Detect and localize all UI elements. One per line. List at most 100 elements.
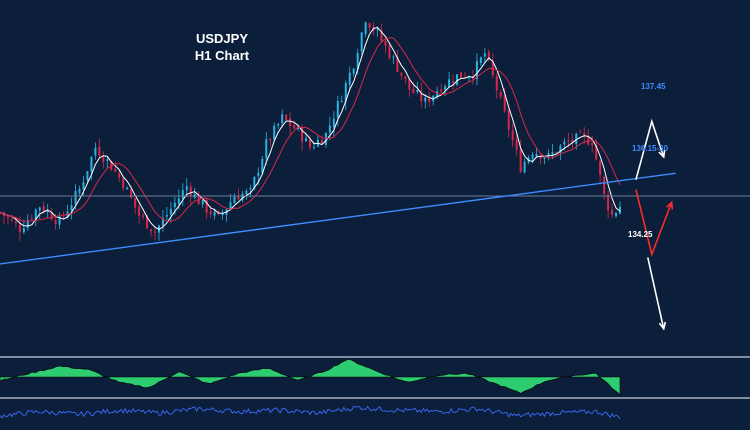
candle-body: [289, 118, 292, 127]
candle-body: [169, 208, 172, 215]
candle-body: [607, 194, 610, 211]
candle-body: [591, 143, 594, 146]
candle-body: [118, 173, 121, 178]
candle-body: [460, 72, 463, 78]
candle-body: [122, 178, 125, 189]
candle-body: [261, 158, 264, 174]
candle-body: [475, 61, 478, 80]
trendline: [0, 172, 676, 265]
candle-body: [344, 83, 347, 102]
oscillator-panel: [0, 358, 621, 396]
candle-body: [173, 202, 176, 208]
candle-body: [436, 91, 439, 98]
scenario-bounce-arrow: [635, 189, 673, 257]
candle-body: [14, 221, 17, 224]
candle-body: [392, 56, 395, 58]
scenario-down-arrow: [647, 257, 665, 329]
candle-body: [535, 154, 538, 157]
candle-body: [400, 72, 403, 76]
candle-body: [58, 216, 61, 225]
candle-body: [507, 110, 510, 130]
candle-body: [86, 171, 89, 181]
candle-body: [479, 57, 482, 63]
candle-body: [114, 168, 117, 172]
candle-body: [416, 90, 419, 92]
candle-body: [82, 182, 85, 190]
candle-body: [277, 123, 280, 126]
candle-body: [380, 30, 383, 41]
candle-body: [440, 89, 443, 92]
candle-body: [42, 205, 45, 212]
candle-body: [356, 53, 359, 70]
candle-body: [340, 101, 343, 103]
candle-body: [452, 81, 455, 83]
candle-body: [388, 45, 391, 58]
candle-body: [209, 211, 212, 215]
candle-body: [213, 211, 216, 216]
candle-body: [603, 176, 606, 194]
candle-body: [245, 190, 248, 194]
candle-body: [408, 78, 411, 90]
candle-body: [336, 101, 339, 118]
candle-body: [312, 147, 315, 149]
scenario-up-arrow: [635, 118, 665, 180]
candle-body: [34, 209, 37, 220]
candle-body: [305, 138, 308, 142]
candle-body: [511, 130, 514, 141]
candle-body: [396, 56, 399, 72]
candle-body: [257, 172, 260, 177]
candle-body: [368, 23, 371, 28]
candle-body: [320, 139, 323, 144]
candle-body: [503, 94, 506, 112]
chart-subtitle: H1 Chart: [195, 48, 250, 63]
candle-body: [50, 212, 53, 220]
candle-body: [189, 186, 192, 197]
candle-body: [265, 139, 268, 159]
candle-body: [348, 72, 351, 85]
candle-body: [595, 145, 598, 160]
candle-body: [26, 220, 29, 229]
candle-body: [571, 140, 574, 143]
chart-title: USDJPY: [196, 31, 248, 46]
candle-body: [78, 188, 81, 193]
candle-body: [559, 145, 562, 153]
candle-body: [543, 157, 546, 159]
moving-averages-layer: [0, 27, 621, 230]
candle-body: [94, 147, 97, 156]
candle-body: [253, 177, 256, 189]
candle-body: [615, 212, 618, 217]
candle-body: [18, 224, 21, 233]
candle-body: [221, 213, 224, 215]
candle-body: [428, 96, 431, 102]
ma-slow-line: [0, 37, 621, 222]
candle-body: [328, 125, 331, 133]
candle-body: [102, 157, 105, 163]
candle-body: [201, 200, 204, 205]
candle-body: [185, 186, 188, 191]
candle-body: [177, 198, 180, 205]
candle-body: [523, 161, 526, 173]
candle-body: [301, 127, 304, 142]
candle-body: [309, 139, 311, 148]
candle-body: [150, 229, 153, 232]
candle-body: [74, 190, 77, 204]
candle-body: [134, 198, 137, 208]
candle-body: [412, 88, 415, 94]
candle-body: [376, 29, 379, 31]
candle-body: [491, 60, 494, 76]
candle-body: [487, 51, 490, 60]
candle-body: [30, 218, 33, 220]
candle-body: [90, 156, 93, 172]
candle-body: [229, 202, 232, 210]
scenario-down-arrow-head: [658, 321, 667, 331]
candle-body: [70, 205, 73, 211]
candle-body: [384, 41, 387, 46]
candle-body: [531, 154, 534, 159]
candle-body: [563, 141, 566, 145]
candle-body: [285, 114, 288, 121]
candle-body: [575, 133, 578, 144]
candle-body: [22, 228, 25, 233]
candle-body: [444, 86, 447, 90]
candle-body: [579, 131, 582, 133]
